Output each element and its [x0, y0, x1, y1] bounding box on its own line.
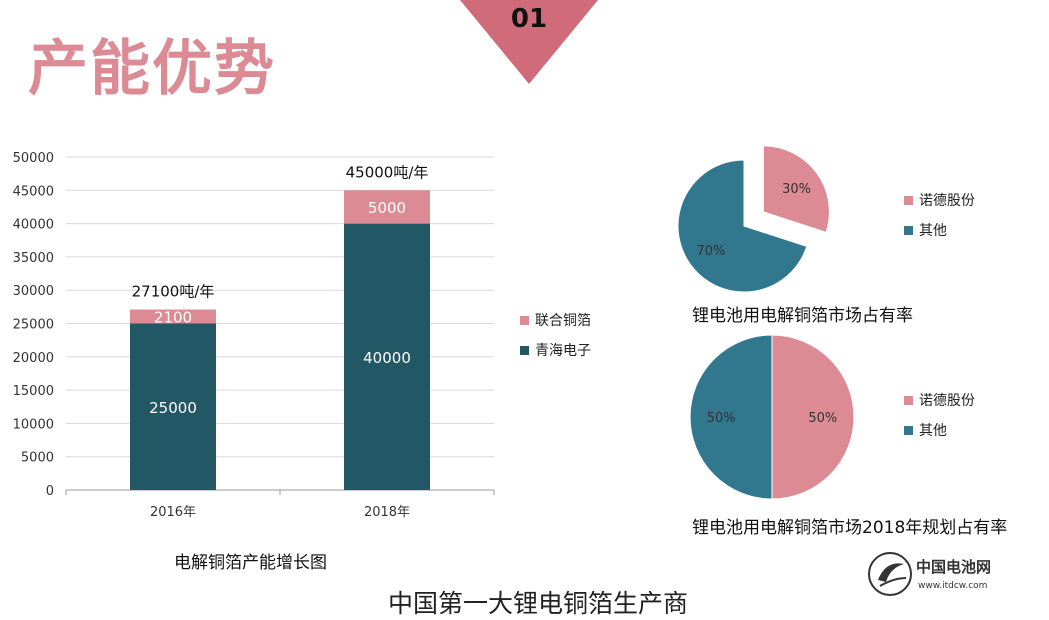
- legend-label: 青海电子: [535, 343, 591, 359]
- pie-slice: [689, 334, 773, 500]
- legend-label: 其他: [919, 223, 947, 239]
- pie-value-label: 50%: [707, 411, 736, 426]
- bar-value-label: 40000: [363, 349, 411, 367]
- bar-legend: 联合铜箔 青海电子: [520, 310, 591, 360]
- bar-value-label: 5000: [368, 199, 406, 217]
- legend-item-qinghai: 青海电子: [520, 340, 591, 360]
- headline-text: 中国第一大锂电铜箔生产商: [388, 589, 689, 618]
- y-tick-label: 5000: [21, 451, 54, 466]
- legend-swatch: [520, 315, 529, 325]
- bar-segment: [130, 323, 216, 490]
- pie2-legend: 诺德股份 其他: [904, 390, 975, 440]
- legend-item-lianhe: 联合铜箔: [520, 310, 591, 330]
- pie-slice: [677, 159, 808, 293]
- legend-label: 其他: [919, 423, 947, 439]
- section-badge: [460, 0, 598, 84]
- pie-value-label: 30%: [782, 182, 811, 197]
- legend-item-nuode: 诺德股份: [904, 390, 975, 410]
- y-tick-label: 45000: [13, 184, 54, 199]
- legend-swatch: [904, 225, 913, 235]
- bar-value-label: 25000: [149, 399, 197, 417]
- pie1-caption: 锂电池用电解铜箔市场占有率: [692, 306, 913, 326]
- legend-item-nuode: 诺德股份: [904, 190, 975, 210]
- x-tick-label: 2016年: [150, 505, 196, 520]
- y-tick-label: 20000: [13, 351, 54, 366]
- y-tick-label: 40000: [13, 218, 54, 233]
- legend-swatch: [904, 425, 913, 435]
- bar-segment: [344, 223, 430, 490]
- legend-item-other: 其他: [904, 420, 975, 440]
- legend-swatch: [904, 395, 913, 405]
- svg-text:www.itdcw.com: www.itdcw.com: [918, 581, 987, 591]
- pie-value-label: 70%: [696, 244, 725, 259]
- legend-label: 联合铜箔: [535, 313, 591, 329]
- legend-label: 诺德股份: [919, 193, 975, 209]
- y-tick-label: 50000: [13, 151, 54, 166]
- pie1-legend: 诺德股份 其他: [904, 190, 975, 240]
- x-tick-label: 2018年: [364, 505, 410, 520]
- pie-value-label: 50%: [808, 411, 837, 426]
- y-tick-label: 0: [46, 484, 54, 499]
- legend-item-other: 其他: [904, 220, 975, 240]
- bar-chart-caption: 电解铜箔产能增长图: [174, 553, 327, 573]
- legend-label: 诺德股份: [919, 393, 975, 409]
- bar-chart: 0 5000 10000 15000 20000 25000 30000 35000 40000…: [13, 151, 495, 520]
- pie2-caption: 锂电池用电解铜箔市场2018年规划占有率: [692, 518, 1008, 538]
- section-number: 01: [510, 4, 548, 34]
- page-title: 产能优势: [28, 34, 276, 104]
- bar-segment: [344, 190, 430, 224]
- y-tick-label: 25000: [13, 318, 54, 333]
- legend-swatch: [520, 345, 529, 355]
- y-tick-label: 15000: [13, 384, 54, 399]
- bar-value-label: 2100: [154, 309, 192, 327]
- y-tick-label: 30000: [13, 284, 54, 299]
- y-tick-label: 10000: [13, 417, 54, 432]
- legend-swatch: [904, 195, 913, 205]
- bar-total-label: 27100吨/年: [132, 283, 215, 301]
- pie-slice: [771, 334, 855, 500]
- bar-total-label: 45000吨/年: [346, 163, 429, 181]
- bar-segment: [130, 309, 216, 324]
- y-tick-label: 35000: [13, 251, 54, 266]
- site-logo: 中国电池网 www.itdcw.com: [868, 552, 991, 596]
- pie-chart-market-share: 30% 70%: [677, 145, 830, 293]
- pie-slice: [762, 145, 830, 233]
- pie-chart-2018-plan: 50% 50%: [689, 334, 855, 500]
- svg-text:中国电池网: 中国电池网: [916, 558, 991, 576]
